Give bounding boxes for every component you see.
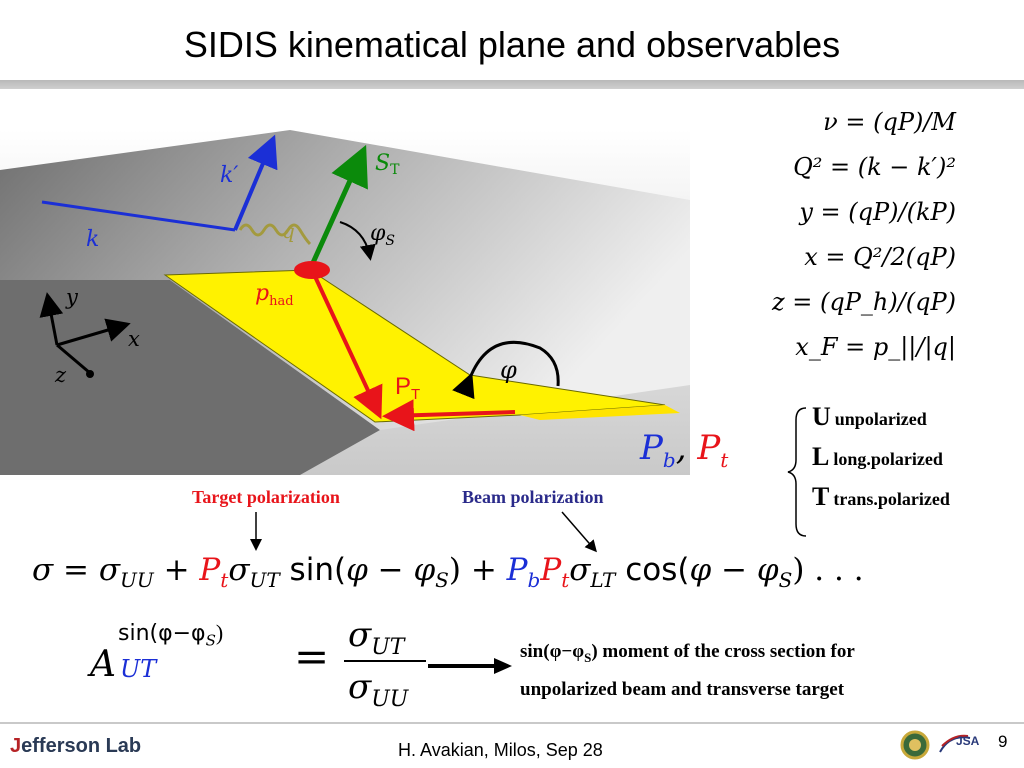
- equation-y: y = (qP)/(kP): [799, 198, 956, 226]
- x-axis: [56, 318, 131, 347]
- jefferson-lab-logo: Jefferson Lab: [10, 735, 142, 757]
- lepton-plane-shadow: [0, 280, 380, 475]
- phad-vector: [310, 269, 383, 420]
- target-polarization-label: Target polarization: [192, 487, 340, 507]
- beam-arrow: [561, 511, 597, 553]
- k-label: k: [86, 227, 99, 252]
- q-label: q: [282, 219, 295, 243]
- equation-Q2: Q² = (k − k′)²: [793, 153, 956, 181]
- result-arrow: [428, 658, 512, 674]
- asymmetry-subscript: UT: [120, 655, 157, 683]
- phiS-label: φS: [370, 221, 395, 249]
- equation-xF: x_F = p_||/|q|: [795, 333, 956, 361]
- equation-nu: ν = (qP)/M: [823, 108, 956, 136]
- legend-u: U unpolarized: [812, 402, 927, 431]
- equation-z: z = (qP_h)/(qP): [771, 288, 956, 316]
- x-axis-label: x: [128, 327, 140, 351]
- jsa-logo: JSA: [938, 732, 982, 758]
- pt-label: PT: [395, 373, 420, 403]
- legend-t: T trans.polarized: [812, 482, 950, 511]
- kprime-label: k′: [220, 163, 238, 188]
- legend-l: L long.polarized: [812, 442, 943, 471]
- moment-note: sin(φ−φS) moment of the cross section fo…: [520, 636, 990, 706]
- asymmetry-equals: =: [294, 632, 330, 681]
- legend-brace: [787, 407, 807, 537]
- polarization-symbols: Pb, Pt: [640, 428, 729, 472]
- phi-label: φ: [500, 356, 517, 384]
- k-vector: [41, 200, 236, 232]
- z-axis: [56, 343, 91, 375]
- footer-divider: [0, 722, 1024, 724]
- spin-label: ST: [375, 151, 400, 178]
- page-title: SIDIS kinematical plane and observables: [183, 24, 841, 65]
- page-number: 9: [998, 732, 1008, 751]
- z-axis-label: z: [54, 363, 67, 387]
- z-axis-tip: [86, 370, 94, 378]
- kinematic-equations: ν = (qP)/M Q² = (k − k′)² y = (qP)/(kP) …: [616, 100, 956, 370]
- y-axis: [39, 292, 64, 346]
- fraction-bar: [344, 660, 426, 662]
- kprime-vector: [233, 134, 278, 231]
- asymmetry-superscript: sin(φ−φS): [118, 620, 224, 650]
- cross-section-formula: σ = σUU + PtσUT sin(φ − φS) + PbPtσLT co…: [32, 552, 864, 593]
- footer-author: H. Avakian, Milos, Sep 28: [398, 740, 603, 760]
- beam-polarization-label: Beam polarization: [462, 487, 604, 507]
- asymmetry-numerator: σUT: [348, 615, 405, 660]
- moment-note-line1: sin(φ−φS) moment of the cross section fo…: [520, 641, 855, 665]
- phi-arc: [452, 340, 560, 400]
- doe-seal-icon: [900, 730, 930, 760]
- polarization-arrows: [250, 511, 597, 553]
- pt-vector: [382, 399, 516, 432]
- title-divider: [0, 80, 1024, 89]
- hadron-plane-edge: [520, 405, 680, 420]
- lepton-plane: [0, 130, 690, 430]
- y-axis-label: y: [65, 285, 79, 309]
- asymmetry-symbol: A: [90, 644, 116, 685]
- moment-note-line2: unpolarized beam and transverse target: [520, 678, 845, 700]
- q-photon-wave: [238, 223, 312, 246]
- spin-vector: [309, 144, 368, 267]
- equation-x: x = Q²/2(qP): [804, 243, 956, 271]
- phiS-arc: [339, 221, 376, 261]
- asymmetry-denominator: σUU: [348, 667, 409, 712]
- sidis-kinematic-diagram: k k′ q ST φS phad PT φ y x z: [0, 130, 690, 475]
- phad-label: phad: [255, 281, 294, 309]
